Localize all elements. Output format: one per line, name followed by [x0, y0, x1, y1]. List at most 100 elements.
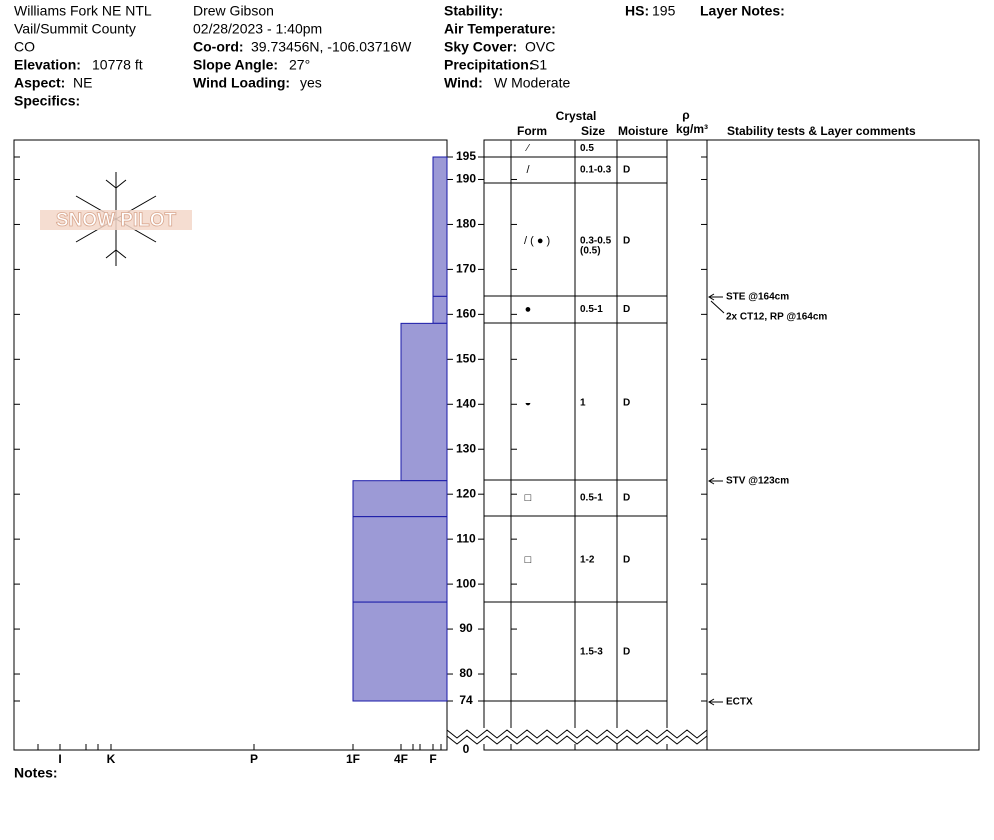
crystal-form: □ [525, 492, 532, 504]
moisture: D [623, 165, 630, 176]
label: Aspect: [14, 75, 65, 91]
table-frame [483, 139, 708, 751]
hardness-label: F [429, 752, 436, 766]
label: Specifics: [14, 93, 80, 109]
value: 10778 ft [92, 57, 143, 73]
moisture: D [623, 555, 630, 566]
crystal-size: 1.5-3 [580, 647, 603, 658]
height-label: 120 [456, 486, 476, 500]
label: Precipitation: [444, 57, 533, 73]
crystal-form: / [526, 164, 530, 176]
height-label: 130 [456, 441, 476, 455]
hardness-label: 4F [394, 752, 408, 766]
observer: Drew Gibson [193, 3, 274, 19]
moisture: D [623, 493, 630, 504]
table-header: Form [517, 124, 547, 138]
hardness-layer [432, 295, 448, 324]
label: HS: [625, 3, 649, 19]
height-label: 195 [456, 149, 476, 163]
height-label: 180 [456, 217, 476, 231]
height-label: 80 [459, 666, 473, 680]
comment-arrowhead [708, 293, 715, 301]
table-header: Crystal [556, 109, 597, 123]
table-header: kg/m³ [676, 122, 708, 136]
label: Sky Cover: [444, 39, 517, 55]
crystal-size: 0.1-0.3 [580, 165, 612, 176]
comment-leader [710, 300, 725, 314]
hardness-label: P [250, 752, 258, 766]
crystal-form: ● [525, 303, 532, 315]
location: Williams Fork NE NTL [14, 3, 152, 19]
logo-band [40, 210, 192, 230]
height-label: 90 [459, 621, 473, 635]
moisture: D [623, 647, 630, 658]
logo-text: SNOW PILOT [56, 210, 177, 231]
hardness-layer [432, 156, 448, 297]
label: Co-ord: [193, 39, 244, 55]
hardness-layer [352, 601, 448, 702]
height-label: 74 [459, 693, 473, 707]
crystal-form: □ [525, 554, 532, 566]
crystal-size: (0.5) [580, 246, 601, 257]
value: 39.73456N, -106.03716W [251, 39, 412, 55]
value: 195 [652, 3, 676, 19]
height-label: 170 [456, 262, 476, 276]
height-label: 0 [463, 742, 470, 756]
moisture: D [623, 304, 630, 315]
height-label: 190 [456, 172, 476, 186]
value: OVC [525, 39, 555, 55]
crystal-form: ⁄ [524, 143, 530, 154]
label: Air Temperature: [444, 21, 556, 37]
crystal-size: 0.5-1 [580, 304, 603, 315]
hardness-layer [352, 516, 448, 603]
hardness-layer [352, 480, 448, 518]
label: Wind: [444, 75, 483, 91]
moisture: D [623, 236, 630, 247]
label: Slope Angle: [193, 57, 278, 73]
hardness-label: I [58, 752, 61, 766]
label: Stability: [444, 3, 503, 19]
location: Vail/Summit County [14, 21, 136, 37]
datetime: 02/28/2023 - 1:40pm [193, 21, 322, 37]
height-label: 140 [456, 396, 476, 410]
value: 27° [289, 57, 310, 73]
height-label: 150 [456, 351, 476, 365]
comment-arrowhead [708, 477, 715, 485]
crystal-size: 1-2 [580, 555, 595, 566]
hardness-layer [400, 322, 448, 482]
value: NE [73, 75, 92, 91]
crystal-size: 0.5 [580, 143, 594, 154]
break-line [446, 735, 708, 745]
comments-frame [706, 139, 980, 751]
layer-comment: STE @164cm [726, 292, 789, 303]
notes-label: Notes: [14, 765, 58, 781]
hardness-label: 1F [346, 752, 360, 766]
table-header: ρ [682, 108, 689, 122]
label: Elevation: [14, 57, 81, 73]
comment-arrowhead [708, 698, 715, 706]
value: yes [300, 75, 322, 91]
table-header: Stability tests & Layer comments [727, 124, 916, 138]
layer-comment: STV @123cm [726, 476, 789, 487]
value: S1 [530, 57, 547, 73]
crystal-size: 0.3-0.5 [580, 236, 612, 247]
crystal-form: / ( ● ) [524, 235, 550, 247]
table-header: Size [581, 124, 605, 138]
label: Wind Loading: [193, 75, 290, 91]
label: Layer Notes: [700, 3, 785, 19]
hardness-label: K [107, 752, 116, 766]
layer-comment: ECTX [726, 697, 753, 708]
break-line [446, 729, 708, 739]
moisture: D [623, 398, 630, 409]
layer-comment: 2x CT12, RP @164cm [726, 312, 827, 323]
height-label: 100 [456, 576, 476, 590]
crystal-size: 1 [580, 398, 586, 409]
height-label: 110 [456, 531, 476, 545]
crystal-size: 0.5-1 [580, 493, 603, 504]
location: CO [14, 39, 35, 55]
height-label: 160 [456, 307, 476, 321]
table-header: Moisture [618, 124, 668, 138]
value: W Moderate [494, 75, 570, 91]
